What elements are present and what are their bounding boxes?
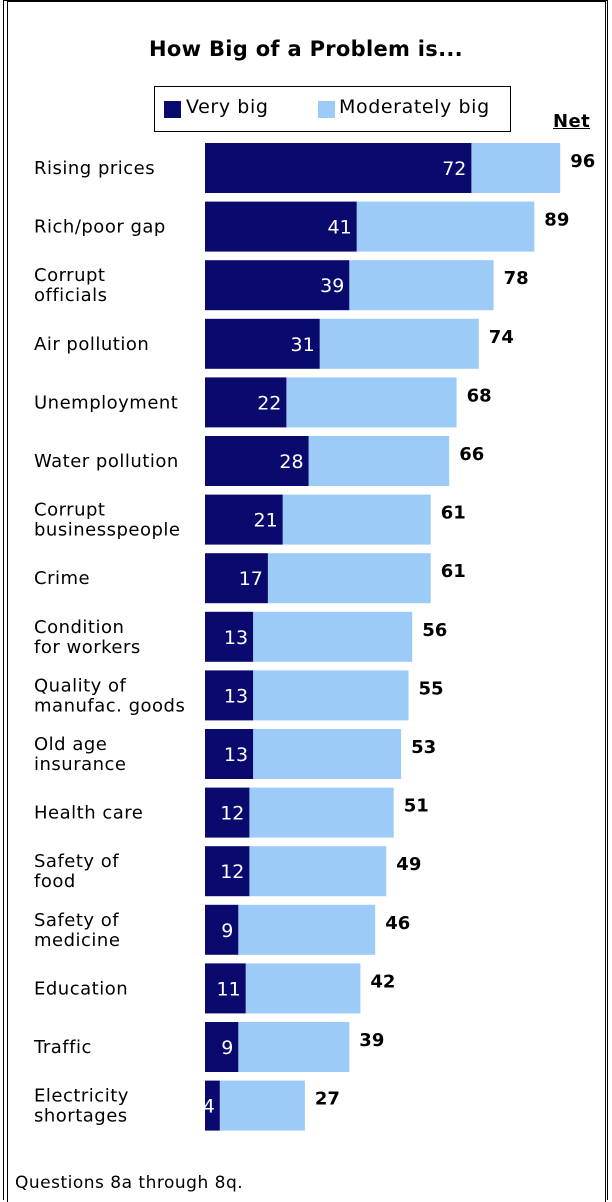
value-label-net: 61 xyxy=(441,561,466,582)
inner-frame xyxy=(7,1,606,1202)
bar-very-big xyxy=(205,494,283,545)
category-label: Crime xyxy=(34,568,90,589)
value-label-very-big: 21 xyxy=(254,510,278,532)
category-label: Safety of medicine xyxy=(34,910,120,951)
category-label: Air pollution xyxy=(34,334,149,355)
bar-moderately-big xyxy=(319,318,479,369)
bar-moderately-big xyxy=(282,494,431,545)
value-label-very-big: 17 xyxy=(239,568,263,590)
footnote: Questions 8a through 8q. xyxy=(15,1173,244,1193)
category-label: Electricity shortages xyxy=(34,1086,129,1127)
bar-very-big xyxy=(205,670,254,721)
category-label: Old age insurance xyxy=(34,734,127,775)
bar-moderately-big xyxy=(253,611,413,662)
value-label-net: 66 xyxy=(459,444,484,465)
legend-label-moderately-big: Moderately big xyxy=(339,96,490,118)
bar-very-big xyxy=(205,611,254,662)
bar-very-big xyxy=(205,1022,239,1072)
category-label: Water pollution xyxy=(34,451,179,472)
bar-very-big xyxy=(205,436,309,486)
bar-moderately-big xyxy=(238,1022,350,1072)
category-label: Rich/poor gap xyxy=(34,217,166,238)
bar-moderately-big xyxy=(249,787,394,838)
value-label-net: 46 xyxy=(385,913,410,934)
outer-frame xyxy=(3,0,608,1200)
category-label: Unemployment xyxy=(34,392,178,413)
value-label-very-big: 13 xyxy=(224,627,248,649)
bar-moderately-big xyxy=(286,377,457,428)
value-label-very-big: 41 xyxy=(328,217,352,239)
category-label: Education xyxy=(34,978,128,999)
bar-moderately-big xyxy=(471,143,561,193)
value-label-net: 42 xyxy=(370,971,395,992)
bar-very-big xyxy=(205,201,357,252)
legend-swatch-moderately-big xyxy=(318,101,335,118)
value-label-very-big: 39 xyxy=(320,275,344,297)
category-label: Quality of manufac. goods xyxy=(34,675,185,716)
value-label-net: 39 xyxy=(359,1030,384,1051)
value-label-net: 68 xyxy=(467,385,492,406)
category-label: Condition for workers xyxy=(34,617,141,658)
category-label: Rising prices xyxy=(34,158,155,179)
category-label: Corrupt businesspeople xyxy=(34,500,180,541)
bar-very-big xyxy=(205,318,320,369)
bar-moderately-big xyxy=(349,260,494,311)
value-label-net: 53 xyxy=(411,737,436,758)
value-label-very-big: 9 xyxy=(221,920,233,942)
chart-title: How Big of a Problem is... xyxy=(149,37,463,61)
category-label: Safety of food xyxy=(34,851,119,892)
value-label-very-big: 31 xyxy=(291,334,315,356)
value-label-net: 49 xyxy=(396,854,421,875)
value-label-net: 74 xyxy=(489,327,514,348)
value-label-net: 96 xyxy=(570,151,595,172)
value-label-very-big: 9 xyxy=(221,1037,233,1059)
value-label-net: 61 xyxy=(441,503,466,524)
bar-very-big xyxy=(205,553,268,604)
bar-very-big xyxy=(205,963,246,1014)
value-label-very-big: 13 xyxy=(224,685,248,707)
value-label-net: 55 xyxy=(419,678,444,699)
bar-very-big xyxy=(205,787,250,838)
legend-swatch-very-big xyxy=(164,101,181,118)
bar-very-big xyxy=(205,260,350,311)
value-label-very-big: 28 xyxy=(279,451,303,473)
bar-moderately-big xyxy=(249,846,387,897)
bar-moderately-big xyxy=(219,1080,305,1131)
bar-moderately-big xyxy=(267,553,431,604)
value-label-very-big: 12 xyxy=(220,803,244,825)
value-label-net: 78 xyxy=(504,268,529,289)
value-label-very-big: 72 xyxy=(442,158,466,180)
value-label-net: 56 xyxy=(422,620,447,641)
value-label-net: 89 xyxy=(544,210,569,231)
category-label: Health care xyxy=(34,803,143,824)
value-label-very-big: 4 xyxy=(203,1096,215,1118)
value-label-very-big: 11 xyxy=(217,978,241,1000)
bar-moderately-big xyxy=(253,729,402,779)
value-label-very-big: 22 xyxy=(257,392,281,414)
bar-moderately-big xyxy=(245,963,361,1014)
net-column-header: Net xyxy=(553,111,591,132)
bar-very-big xyxy=(205,904,239,955)
value-label-net: 51 xyxy=(404,796,429,817)
bar-moderately-big xyxy=(308,436,450,486)
legend-label-very-big: Very big xyxy=(186,96,269,118)
category-label: Traffic xyxy=(33,1037,92,1058)
category-label: Corrupt officials xyxy=(34,265,108,306)
bar-very-big xyxy=(205,729,254,779)
bar-very-big xyxy=(205,1080,220,1131)
value-label-very-big: 12 xyxy=(220,861,244,883)
bar-very-big xyxy=(205,143,472,193)
bar-very-big xyxy=(205,377,287,428)
legend: Very big Moderately big xyxy=(154,86,511,132)
bar-moderately-big xyxy=(238,904,376,955)
value-label-very-big: 13 xyxy=(224,744,248,766)
bar-moderately-big xyxy=(253,670,409,721)
bar-very-big xyxy=(205,846,250,897)
value-label-net: 27 xyxy=(315,1089,340,1110)
bar-moderately-big xyxy=(356,201,535,252)
